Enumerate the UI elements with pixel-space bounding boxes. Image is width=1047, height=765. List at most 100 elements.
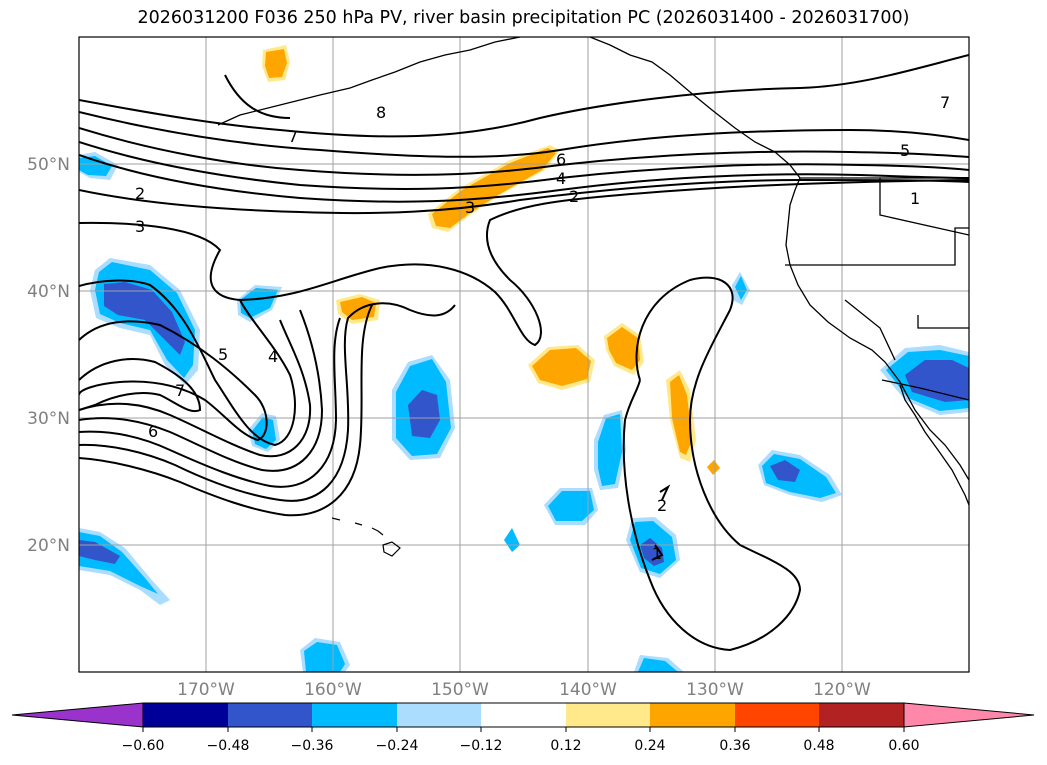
pv-contour-label: 3 [135, 217, 145, 236]
precip-region [304, 642, 345, 672]
precip-region [79, 540, 120, 564]
precip-region [598, 414, 622, 486]
pv-contour-label: 7 [175, 381, 185, 400]
plot-frame [78, 36, 970, 673]
pv-contour-line [651, 544, 664, 561]
colorbar-frame [142, 702, 905, 728]
pv-contour-label: 5 [900, 141, 910, 160]
pv-contour-line [79, 358, 202, 413]
colorbar-segment [566, 703, 650, 727]
pv-contour-label: 6 [556, 150, 566, 169]
lon-label-160w: 160°W [304, 680, 362, 700]
lat-label-40n: 40°N [27, 282, 70, 302]
pv-contour-line [79, 127, 969, 176]
pv-contour-line [79, 302, 456, 502]
us-state-line [785, 227, 969, 266]
precip-region [707, 460, 720, 475]
pv-contour-label: 3 [465, 198, 475, 217]
precip-region [905, 360, 969, 402]
us-state-line-2 [917, 315, 969, 329]
lon-label-120w: 120°W [813, 680, 871, 700]
colorbar-tick-label: −0.36 [291, 738, 334, 754]
pv-contour-label: 2 [135, 184, 145, 203]
colorbar-segment [481, 703, 566, 727]
colorbar-segment [735, 703, 819, 727]
pv-contour-label: 7 [288, 127, 298, 146]
precip-region [670, 375, 692, 455]
pv-contour-line [79, 178, 969, 215]
pv-contour-line [79, 154, 969, 203]
map-title: 2026031200 F036 250 hPa PV, river basin … [137, 8, 910, 28]
pv-contour-label: 5 [218, 345, 228, 364]
pv-contour-label: 8 [376, 103, 386, 122]
pv-contour-label: 6 [148, 422, 158, 441]
pv-contour-line [659, 484, 671, 501]
us-border-interior [879, 178, 969, 236]
pv-contour-line [79, 179, 969, 347]
alaska-coast [217, 37, 521, 126]
hawaiian-islands [331, 517, 401, 557]
precip-region [79, 156, 112, 176]
coastlines [217, 37, 969, 506]
precip-region [79, 532, 158, 594]
colorbar-tick-label: 0.36 [719, 738, 750, 754]
west-coast [785, 177, 969, 481]
colorbar: −0.60 −0.48 −0.36 −0.24 −0.12 0.12 0.24 … [11, 702, 1035, 754]
pv-contour-label: 4 [556, 169, 566, 188]
pv-contour-labels: 7 6 4 2 3 2 3 5 4 7 6 5 1 2 1 8 7 [135, 93, 950, 563]
pv-contours [79, 54, 969, 652]
island [371, 527, 384, 536]
precip-region [607, 327, 640, 370]
colorbar-extend-low [11, 702, 144, 728]
pv-contour-line [79, 279, 296, 447]
precip-region [770, 460, 800, 482]
colorbar-tick-label: 0.60 [888, 738, 919, 754]
precip-region [340, 297, 376, 320]
pv-contour-line [79, 54, 969, 138]
precip-region [240, 288, 278, 318]
pv-contour-line [79, 319, 312, 458]
precip-region [504, 528, 520, 552]
island [331, 517, 341, 521]
colorbar-tick-label: −0.12 [460, 738, 503, 754]
pv-contour-line [224, 74, 291, 119]
precip-region [638, 658, 678, 672]
lon-label-150w: 150°W [431, 680, 489, 700]
colorbar-tick-label: −0.60 [122, 738, 165, 754]
latitude-labels: 20°N 30°N 40°N 50°N [27, 155, 70, 556]
colorbar-segment [397, 703, 481, 727]
precip-positive-regions [262, 45, 720, 475]
colorbar-tick-label: 0.24 [634, 738, 665, 754]
pv-contour-label: 2 [569, 187, 579, 206]
lat-label-20n: 20°N [27, 536, 70, 556]
lat-label-50n: 50°N [27, 155, 70, 175]
pv-contour-line [79, 141, 969, 191]
us-mexico-border [881, 379, 969, 401]
precip-region [265, 49, 287, 78]
lon-label-130w: 130°W [686, 680, 744, 700]
precip-region [548, 491, 594, 521]
island [354, 522, 363, 526]
precip-region [104, 282, 185, 355]
pv-contour-line [79, 320, 268, 442]
precip-negative-regions [79, 152, 969, 672]
gridlines [79, 37, 969, 672]
colorbar-tick-label: −0.24 [376, 738, 419, 754]
colorbar-segment [819, 703, 904, 727]
pv-contour-label: 4 [268, 347, 278, 366]
pv-contour-label: 7 [940, 93, 950, 112]
island [382, 541, 401, 557]
colorbar-tick-label: 0.12 [550, 738, 581, 754]
colorbar-tick-label: −0.48 [207, 738, 250, 754]
colorbar-tick-marks [142, 727, 905, 732]
pv-contour-line [79, 317, 341, 488]
pv-contour-label: 1 [652, 544, 662, 563]
colorbar-extend-high [903, 702, 1035, 728]
us-state-line-3 [844, 299, 896, 361]
pv-contour-line [622, 276, 802, 652]
precip-region [408, 390, 440, 438]
pv-contour-label: 1 [910, 189, 920, 208]
colorbar-segment [143, 703, 228, 727]
colorbar-segment [650, 703, 735, 727]
